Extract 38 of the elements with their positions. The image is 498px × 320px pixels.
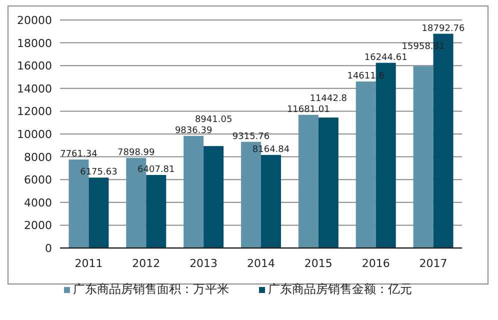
data-label: 11442.8	[310, 94, 348, 104]
data-label: 8941.05	[194, 114, 232, 125]
y-tick-label: 6000	[24, 174, 52, 187]
y-tick-label: 0	[45, 242, 52, 255]
bar	[88, 178, 109, 248]
y-tick-label: 20000	[17, 14, 52, 27]
x-tick-label: 2014	[247, 257, 275, 270]
bar	[413, 66, 434, 248]
x-tick-label: 2017	[419, 257, 448, 270]
data-label: 7761.34	[60, 150, 98, 160]
x-tick-label: 2011	[74, 257, 103, 270]
data-label: 16244.61	[364, 52, 408, 63]
data-label: 9836.39	[174, 126, 212, 136]
bar	[184, 136, 204, 248]
x-tick-label: 2016	[362, 257, 390, 270]
bar	[146, 174, 166, 248]
y-tick-label: 2000	[24, 219, 52, 232]
y-tick-label: 18000	[17, 36, 52, 50]
y-tick-label: 14000	[17, 82, 52, 96]
bar	[318, 118, 338, 248]
x-tick-label: 2015	[304, 257, 332, 270]
y-tick-label: 12000	[17, 105, 52, 118]
data-label: 7898.99	[118, 148, 156, 158]
data-label: 18792.76	[422, 24, 466, 34]
legend-label: 广东商品房销售金额：亿元	[268, 282, 412, 296]
data-label: 11681.01	[286, 104, 330, 115]
y-tick-label: 4000	[24, 196, 52, 210]
y-tick-label: 8000	[24, 150, 52, 164]
bar	[261, 154, 281, 248]
legend-label: 广东商品房销售面积：万平米	[73, 282, 229, 296]
y-tick-label: 16000	[17, 60, 52, 73]
bar	[356, 81, 376, 248]
x-tick-label: 2012	[132, 257, 160, 270]
bar	[298, 114, 318, 248]
y-tick-label: 10000	[17, 128, 52, 141]
x-tick-label: 2013	[190, 257, 218, 270]
bar	[204, 146, 224, 248]
data-label: 9315.76	[232, 132, 270, 142]
